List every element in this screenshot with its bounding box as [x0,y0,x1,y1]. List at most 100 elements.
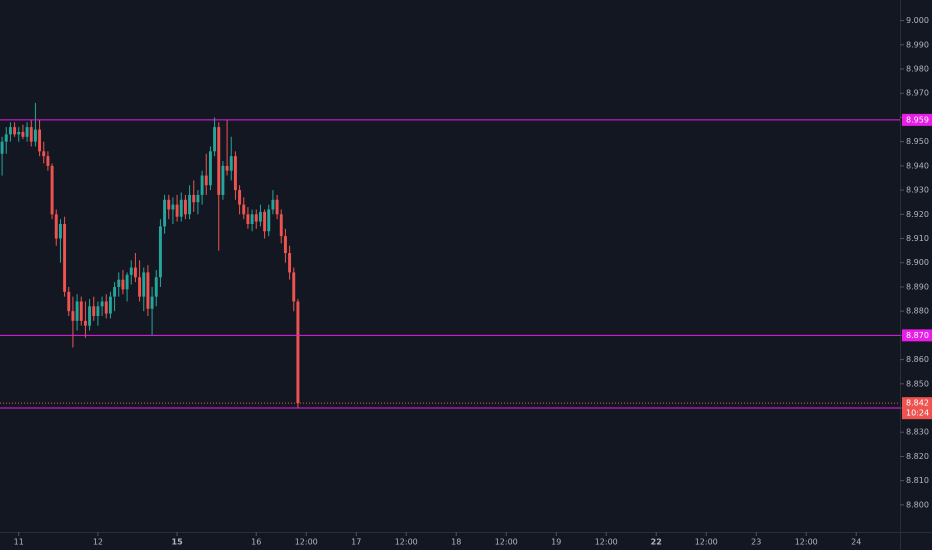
candle-body [254,214,258,222]
candle-body [225,165,229,171]
x-tick-label: 18 [451,538,461,547]
candle-body [121,279,125,290]
y-tick-label: 8.930 [906,186,929,195]
candle-body [217,127,221,195]
candle-body [42,151,46,157]
candle-body [221,165,225,195]
x-tick-label: 12:00 [795,538,818,547]
x-tick-label: 12:00 [495,538,518,547]
candle-body [275,199,279,215]
candle-body [167,199,171,210]
countdown-label: 10:24 [906,409,929,418]
candle-body [267,209,271,232]
last-price-box [902,397,932,420]
candle-body [54,214,58,239]
x-tick-label: 11 [14,538,24,547]
candle-body [229,156,233,171]
candle-body [63,223,67,292]
y-tick-label: 8.980 [906,65,929,74]
candle-body [163,199,167,227]
x-tick-label: 12:00 [295,538,318,547]
candle-body [292,272,296,302]
candle-body [142,272,146,297]
candle-body [213,127,217,152]
candle-body [8,127,12,135]
level-label: 8.870 [906,331,929,340]
candle-body [154,277,158,297]
candle-body [0,141,4,154]
candle-body [100,301,104,307]
candle-body [133,267,137,278]
y-tick-label: 8.900 [906,258,929,267]
x-tick-label: 24 [851,538,861,547]
y-tick-label: 8.990 [906,40,929,49]
candle-body [125,274,129,290]
candle-body [208,151,212,186]
candle-body [13,127,17,135]
candle-body [38,129,42,152]
level-label: 8.959 [906,115,929,124]
y-tick-label: 8.800 [906,500,929,509]
candle-body [129,267,133,275]
candle-body [204,175,208,186]
candle-body [29,127,33,142]
y-tick-label: 8.860 [906,355,929,364]
candle-body [71,311,75,321]
x-tick-label: 22 [651,538,662,547]
y-tick-label: 8.910 [906,234,929,243]
candle-body [183,199,187,215]
x-tick-label: 23 [751,538,761,547]
level-label-box [902,329,932,342]
candle-body [192,194,196,203]
candle-body [150,296,154,309]
candle-body [233,156,237,191]
candle-body [196,194,200,203]
candle-body [117,279,121,287]
candle-body [258,211,262,222]
x-tick-label: 15 [172,538,184,547]
candle-body [200,175,204,195]
candle-body [188,194,192,215]
candle-body [113,286,117,297]
candle-body [171,204,175,210]
x-tick-label: 12:00 [595,538,618,547]
candle-body [17,131,21,135]
candle-body [75,301,79,321]
level-label-box [902,113,932,126]
y-tick-label: 8.970 [906,89,929,98]
y-tick-label: 8.880 [906,307,929,316]
candle-body [296,301,300,404]
candle-body [33,129,37,142]
y-tick-label: 8.820 [906,452,929,461]
x-tick-label: 12:00 [395,538,418,547]
y-tick-label: 8.920 [906,210,929,219]
candle-body [138,277,142,297]
candle-body [21,131,25,137]
y-tick-label: 9.000 [906,16,929,25]
candle-body [92,306,96,317]
candle-body [46,156,50,166]
candle-body [67,291,71,312]
candle-body [79,301,83,321]
candle-body [179,199,183,217]
x-tick-label: 16 [251,538,261,547]
candle-body [4,134,8,142]
y-tick-label: 8.850 [906,379,929,388]
candle-body [25,127,29,137]
candle-body [158,226,162,278]
candle-body [250,214,254,224]
candle-body [279,214,283,237]
last-price-label: 8.842 [906,399,929,408]
candle-body [58,223,62,239]
candle-body [242,204,246,215]
candle-body [288,253,292,273]
x-tick-label: 19 [551,538,561,547]
y-tick-label: 8.940 [906,161,929,170]
x-tick-label: 17 [351,538,361,547]
y-tick-label: 8.890 [906,282,929,291]
candle-body [88,306,92,326]
candle-body [175,204,179,217]
candle-body [83,320,87,326]
y-tick-label: 8.830 [906,428,929,437]
